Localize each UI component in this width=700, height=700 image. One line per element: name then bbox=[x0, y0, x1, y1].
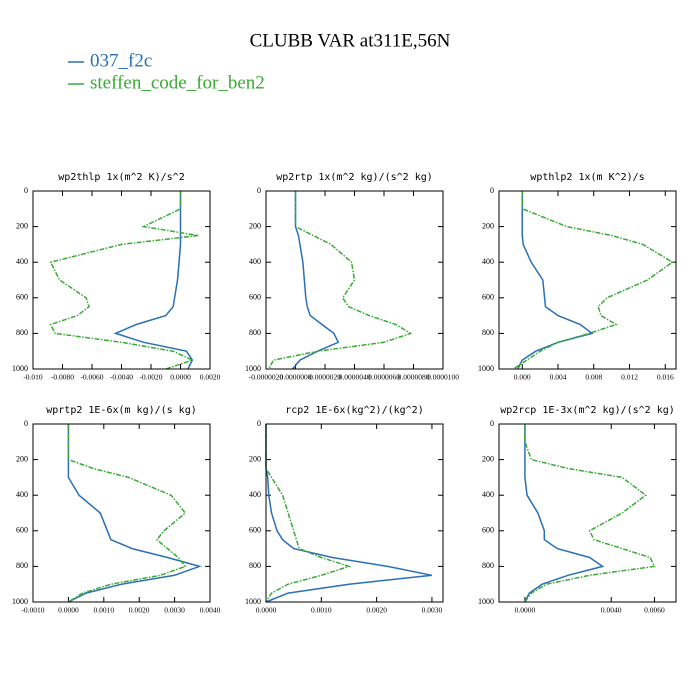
x-tick-label: 0.016 bbox=[657, 373, 674, 382]
y-tick-label: 200 bbox=[482, 221, 494, 230]
x-tick-label: 0.0020 bbox=[200, 373, 221, 382]
x-tick-label: 0.0000000 bbox=[280, 373, 312, 382]
x-tick-label: 0.0010 bbox=[311, 606, 332, 615]
x-tick-label: -0.0040 bbox=[110, 373, 133, 382]
series-line bbox=[512, 191, 674, 370]
y-tick-label: 200 bbox=[482, 454, 494, 463]
y-tick-label: 0 bbox=[490, 419, 494, 428]
y-tick-label: 1000 bbox=[478, 364, 494, 373]
plot-frame bbox=[498, 190, 677, 370]
plot-frame bbox=[265, 423, 444, 603]
x-tick-label: 0.012 bbox=[621, 373, 638, 382]
y-tick-label: 600 bbox=[249, 526, 261, 535]
subplot-title: wpthlp2 1x(m K^2)/s bbox=[530, 172, 644, 183]
y-tick-label: 800 bbox=[482, 328, 494, 337]
legend-label: steffen_code_for_ben2 bbox=[90, 72, 265, 93]
x-tick-label: 0.0000020 bbox=[309, 373, 341, 382]
y-tick-label: 600 bbox=[482, 526, 494, 535]
y-tick-label: 600 bbox=[249, 293, 261, 302]
x-tick-label: 0.0000060 bbox=[368, 373, 400, 382]
y-tick-label: 800 bbox=[16, 328, 28, 337]
x-tick-label: -0.0080 bbox=[51, 373, 74, 382]
y-tick-label: 1000 bbox=[12, 364, 28, 373]
series-line bbox=[291, 191, 340, 370]
subplot-title: wp2rcp 1E-3x(m^2 kg)/(s^2 kg) bbox=[500, 405, 675, 416]
x-tick-label: 0.0000040 bbox=[339, 373, 371, 382]
y-tick-label: 1000 bbox=[12, 597, 28, 606]
x-tick-label: -0.0000020 bbox=[249, 373, 284, 382]
x-tick-label: 0.0040 bbox=[200, 606, 221, 615]
subplot-title: wp2thlp 1x(m^2 K)/s^2 bbox=[58, 172, 184, 183]
series-line bbox=[113, 191, 194, 370]
series-line bbox=[524, 424, 656, 603]
x-tick-label: 0.0040 bbox=[601, 606, 622, 615]
y-tick-label: 800 bbox=[16, 561, 28, 570]
x-tick-label: 0.0020 bbox=[366, 606, 387, 615]
y-tick-label: 1000 bbox=[245, 364, 261, 373]
series-line bbox=[517, 191, 594, 370]
x-tick-label: -0.0060 bbox=[80, 373, 103, 382]
y-tick-label: 800 bbox=[249, 328, 261, 337]
x-tick-label: 0.004 bbox=[550, 373, 567, 382]
y-tick-label: 200 bbox=[249, 454, 261, 463]
y-tick-label: 800 bbox=[482, 561, 494, 570]
x-tick-label: 0.0000 bbox=[170, 373, 191, 382]
y-tick-label: 400 bbox=[249, 257, 261, 266]
y-tick-label: 400 bbox=[16, 257, 28, 266]
x-tick-label: -0.0020 bbox=[139, 373, 162, 382]
x-tick-label: -0.0010 bbox=[21, 606, 44, 615]
y-tick-label: 600 bbox=[482, 293, 494, 302]
y-tick-label: 1000 bbox=[245, 597, 261, 606]
y-tick-label: 400 bbox=[482, 490, 494, 499]
x-tick-label: 0.0060 bbox=[644, 606, 665, 615]
x-tick-label: 0.0020 bbox=[129, 606, 150, 615]
x-tick-label: 0.0010 bbox=[93, 606, 114, 615]
y-tick-label: 1000 bbox=[478, 597, 494, 606]
series-line bbox=[67, 424, 202, 603]
y-tick-label: 800 bbox=[249, 561, 261, 570]
figure-title: CLUBB VAR at311E,56N bbox=[250, 30, 451, 51]
y-tick-label: 400 bbox=[16, 490, 28, 499]
y-tick-label: 0 bbox=[490, 186, 494, 195]
series-line bbox=[268, 191, 413, 370]
y-tick-label: 0 bbox=[257, 419, 261, 428]
x-tick-label: 0.0000080 bbox=[398, 373, 430, 382]
subplot-title: rcp2 1E-6x(kg^2)/(kg^2) bbox=[285, 405, 423, 416]
plot-frame bbox=[32, 190, 211, 370]
x-tick-label: 0.0000 bbox=[256, 606, 277, 615]
y-tick-label: 0 bbox=[24, 419, 28, 428]
subplot-title: wprtp2 1E-6x(m kg)/(s kg) bbox=[46, 405, 197, 416]
y-tick-label: 400 bbox=[482, 257, 494, 266]
y-tick-label: 400 bbox=[249, 490, 261, 499]
x-tick-label: -0.010 bbox=[23, 373, 43, 382]
series-line bbox=[49, 191, 199, 370]
x-tick-label: 0.008 bbox=[585, 373, 602, 382]
y-tick-label: 200 bbox=[249, 221, 261, 230]
x-tick-label: 0.0000 bbox=[515, 606, 536, 615]
plot-frame bbox=[32, 423, 211, 603]
y-tick-label: 600 bbox=[16, 526, 28, 535]
plot-frame bbox=[498, 423, 677, 603]
legend-label: 037_f2c bbox=[90, 50, 152, 71]
y-tick-label: 0 bbox=[257, 186, 261, 195]
x-tick-label: 0.0000 bbox=[58, 606, 79, 615]
x-tick-label: 0.000 bbox=[514, 373, 531, 382]
subplot-title: wp2rtp 1x(m^2 kg)/(s^2 kg) bbox=[276, 172, 433, 183]
plot-frame bbox=[265, 190, 444, 370]
x-tick-label: 0.0000100 bbox=[427, 373, 459, 382]
x-tick-label: 0.0030 bbox=[164, 606, 185, 615]
x-tick-label: 0.0030 bbox=[422, 606, 443, 615]
y-tick-label: 0 bbox=[24, 186, 28, 195]
y-tick-label: 200 bbox=[16, 221, 28, 230]
y-tick-label: 200 bbox=[16, 454, 28, 463]
y-tick-label: 600 bbox=[16, 293, 28, 302]
series-line bbox=[67, 424, 187, 603]
series-line bbox=[524, 424, 605, 603]
